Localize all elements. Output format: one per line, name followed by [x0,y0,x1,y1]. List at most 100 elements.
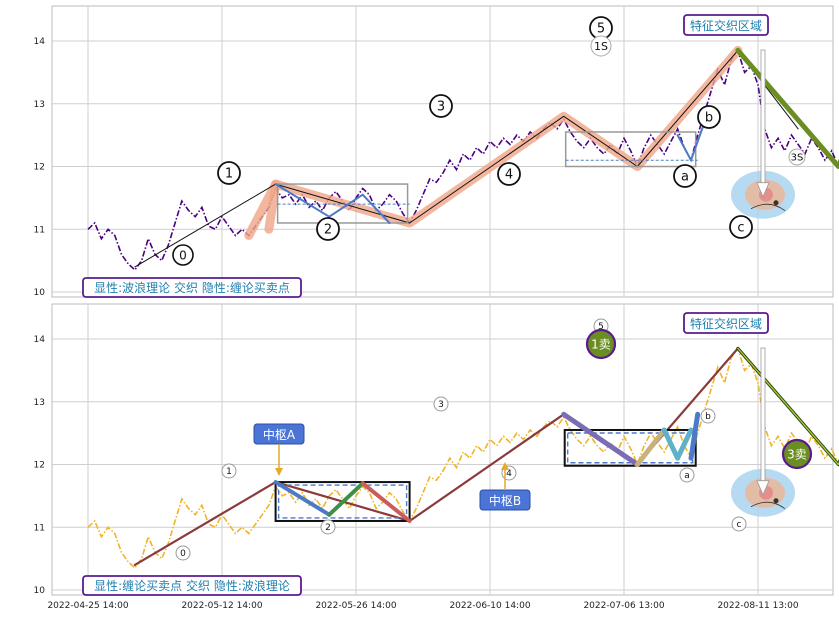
wave-label-circle [729,215,753,239]
sub-wave-line [676,121,706,162]
wave-label-circle [700,408,716,424]
wave-label-text: 2 [324,223,332,238]
wave-label-text: 1S [594,40,608,53]
wave-label-text: 4 [505,168,513,183]
region-arrow-shaft [760,49,766,184]
wave-label-text: 3S [791,153,804,164]
wave-label-text: c [737,221,744,236]
caption-box [82,277,302,298]
x-tick-label: 2022-06-10 14:00 [449,601,530,611]
wave-label-text: 1卖 [591,337,611,351]
x-tick-label: 2022-07-06 13:00 [583,601,664,611]
region-label-box [683,312,769,334]
wave-label-circle [433,396,449,412]
wave-label-text: 5 [598,322,604,332]
region-label: 特征交织区域 [690,316,762,331]
y-tick-label: 10 [34,586,46,596]
pivot-a-sub-line [327,481,365,517]
pivot-box-a-inner [277,484,408,519]
wave-label-circle [221,463,237,479]
caption-box [82,575,302,596]
wave-label-text: 1 [226,467,232,477]
wave-label-circle [175,545,191,561]
wave-label-circle [217,161,241,185]
y-tick-label: 13 [34,100,45,110]
pivot-box [276,183,409,224]
wave-label-text: 0 [179,248,187,262]
price-series-line [87,346,839,570]
panel-caption: 显性:缠论买卖点 交织 隐性:波浪理论 [94,578,290,593]
wave-label-text: c [737,520,742,530]
region-label: 特征交织区域 [690,18,762,33]
chan-stroke-inner [737,347,839,466]
wave-label-text: a [684,471,690,481]
highlight-zone-dot [773,200,779,206]
panel-caption: 显性:波浪理论 交织 隐性:缠论买卖点 [94,280,290,295]
highlight-zone-curve [750,501,786,510]
wave-label-text: 2 [325,523,331,533]
wave-label-text: b [705,412,711,422]
wave-label-text: 4 [506,469,512,479]
center-b-label: 中枢B [489,493,521,508]
wave-outline [134,49,739,268]
highlight-zone-dot [773,498,779,504]
wave-label-circle [585,328,617,360]
wave-correction-line [735,47,839,169]
region-arrow-shaft [760,347,766,482]
y-tick-label: 14 [34,37,46,47]
wave-label-text: a [681,170,689,185]
wave-label-circle [697,105,721,129]
wave-label-circle [316,217,340,241]
wave-label-circle [590,35,612,57]
pivot-b-sub-line [688,411,701,461]
pivot-b-sub-line [634,427,667,467]
center-a-label: 中枢A [263,427,296,442]
pivot-b-sub-line [561,411,640,467]
wave-label-circle [788,148,806,166]
pivot-b-sub-line [661,427,694,461]
region-label-box [683,14,769,36]
wave-impulse-band [244,179,281,240]
wave-label-text: 0 [180,549,186,559]
wave-label-circle [497,162,521,186]
x-tick-label: 2022-05-26 14:00 [315,601,396,611]
pivot-box-b [563,428,697,467]
highlight-zone-curve [750,203,786,212]
region-arrow-head [756,182,770,198]
y-tick-label: 11 [34,225,45,235]
wave-label-text: 5 [597,22,605,37]
bottom-panel: 1011121314012345abc1卖3卖中枢A中枢B特征交织区域显性:缠论… [34,303,839,596]
y-tick-label: 13 [34,398,45,408]
wave-label-text: b [705,111,713,126]
center-a-arrowhead [275,468,283,476]
y-tick-label: 12 [34,163,45,173]
wave-label-text: 3卖 [787,447,807,461]
x-tick-label: 2022-05-12 14:00 [181,601,262,611]
wave-label-circle [320,519,336,535]
pivot-a-sub-line [360,481,412,523]
wave-label-circle [172,244,194,266]
y-tick-label: 14 [34,335,46,345]
y-tick-label: 12 [34,461,45,471]
wave-label-circle [679,467,695,483]
x-tick-label: 2022-08-11 13:00 [717,601,798,611]
wave-label-circle [781,438,813,470]
pivot-a-sub-line [273,480,332,517]
x-tick-label: 2022-04-25 14:00 [47,601,128,611]
region-arrow-head [756,480,770,496]
pivot-box-a [274,481,411,522]
y-tick-label: 11 [34,523,45,533]
panel-frame [51,5,834,298]
y-tick-label: 10 [34,288,46,298]
wave-label-text: 3 [438,400,444,410]
wave-label-text: 3 [437,100,445,115]
wave-label-circle [429,94,453,118]
panel-frame [51,303,834,596]
sub-wave-line [274,183,391,224]
center-b-arrowhead [501,462,509,470]
wave-label-text: 1 [225,167,233,182]
wave-label-circle [673,164,697,188]
wave-label-circle [731,516,747,532]
